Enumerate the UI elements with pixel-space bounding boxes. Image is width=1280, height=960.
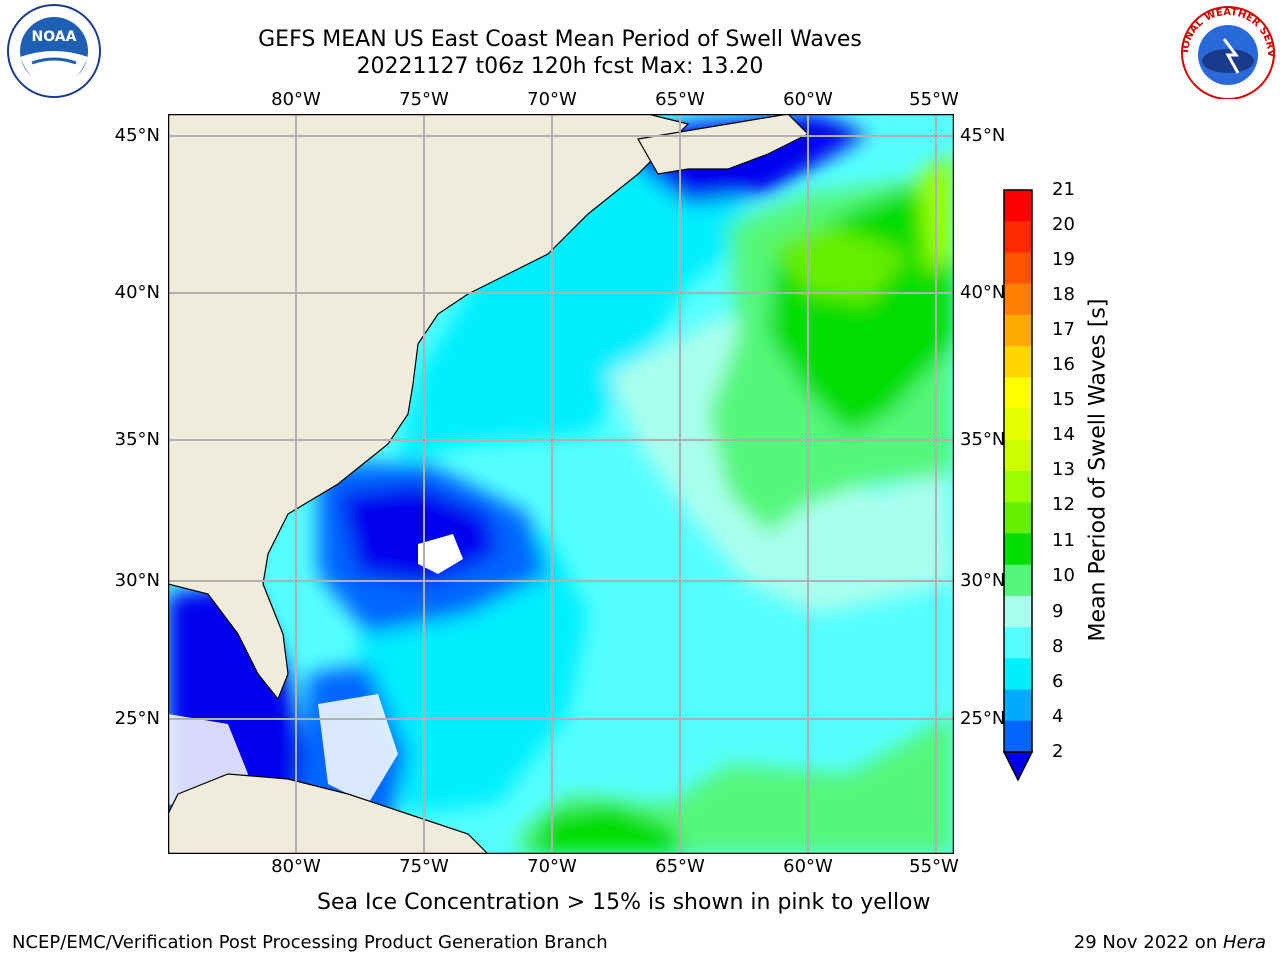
colorbar-tick-19: 19: [1052, 249, 1075, 270]
colorbar-segment: [1004, 533, 1032, 566]
land-north-america: [168, 114, 690, 701]
lat-label-left-30n: 30°N: [114, 570, 160, 591]
colorbar-label: Mean Period of Swell Waves [s]: [1085, 298, 1111, 642]
colorbar-tick-4: 4: [1052, 706, 1064, 727]
swell-zone-4to6-coastal: [398, 134, 758, 464]
sea-ice-note: Sea Ice Concentration > 15% is shown in …: [317, 890, 931, 915]
nws-logo: NATIONAL WEATHER SERVICE: [1174, 0, 1278, 100]
colorbar-segment: [1004, 377, 1032, 410]
colorbar-segment: [1004, 595, 1032, 628]
colorbar-segment: [1004, 439, 1032, 472]
lat-label-right-25n: 25°N: [960, 708, 1006, 729]
page-subtitle: 20221127 t06z 120h fcst Max: 13.20: [356, 54, 764, 79]
lon-label-top-65w: 65°W: [655, 89, 705, 110]
colorbar-tick-17: 17: [1052, 319, 1075, 340]
colorbar-tick-13: 13: [1052, 459, 1075, 480]
colorbar-segment: [1004, 346, 1032, 378]
colorbar-tick-18: 18: [1052, 284, 1075, 305]
swell-zone-11to12-northeast: [768, 224, 908, 304]
colorbar: [1002, 189, 1034, 782]
colorbar-tick-16: 16: [1052, 354, 1075, 375]
lon-label-bottom-55w: 55°W: [909, 856, 959, 877]
noaa-logo: NOAA: [6, 3, 102, 99]
colorbar-segment: [1004, 314, 1032, 347]
colorbar-segment: [1004, 627, 1032, 659]
swell-period-map: [168, 114, 954, 854]
lat-label-left-35n: 35°N: [114, 429, 160, 450]
colorbar-tick-10: 10: [1052, 565, 1075, 586]
lon-label-top-60w: 60°W: [783, 89, 833, 110]
colorbar-tick-21: 21: [1052, 179, 1075, 200]
run-date: 29 Nov 2022 on Hera: [1074, 932, 1266, 953]
land-cuba: [168, 773, 489, 854]
lon-label-bottom-60w: 60°W: [783, 856, 833, 877]
colorbar-segment: [1004, 720, 1032, 753]
colorbar-tick-2: 2: [1052, 741, 1064, 762]
lat-label-right-40n: 40°N: [960, 282, 1006, 303]
noaa-logo-text: NOAA: [32, 29, 77, 45]
lat-label-left-25n: 25°N: [114, 708, 160, 729]
lon-label-bottom-70w: 70°W: [527, 856, 577, 877]
colorbar-segment: [1004, 190, 1032, 222]
colorbar-segment: [1004, 689, 1032, 722]
lon-label-bottom-80w: 80°W: [271, 856, 321, 877]
colorbar-extend-triangle: [1002, 751, 1034, 782]
colorbar-tick-9: 9: [1052, 601, 1064, 622]
lat-label-right-45n: 45°N: [960, 125, 1006, 146]
lat-label-left-45n: 45°N: [114, 125, 160, 146]
colorbar-tick-8: 8: [1052, 636, 1064, 657]
colorbar-segment: [1004, 283, 1032, 316]
producer-credit: NCEP/EMC/Verification Post Processing Pr…: [12, 932, 608, 953]
lon-label-bottom-65w: 65°W: [655, 856, 705, 877]
lat-label-left-40n: 40°N: [114, 282, 160, 303]
colorbar-tick-15: 15: [1052, 389, 1075, 410]
lon-label-top-55w: 55°W: [909, 89, 959, 110]
map-frame: [168, 114, 954, 854]
run-date-text: 29 Nov 2022 on: [1073, 932, 1223, 953]
swell-zone-10to11-southeast: [528, 804, 688, 854]
lat-label-right-30n: 30°N: [960, 570, 1006, 591]
colorbar-segment: [1004, 221, 1032, 253]
colorbar-segment: [1004, 471, 1032, 503]
run-host: Hera: [1222, 932, 1266, 953]
colorbar-tick-6: 6: [1052, 671, 1064, 692]
lat-label-right-35n: 35°N: [960, 429, 1006, 450]
colorbar-segment: [1004, 252, 1032, 285]
lon-label-top-80w: 80°W: [271, 89, 321, 110]
graticule: [168, 114, 954, 854]
colorbar-frame: [1003, 189, 1033, 753]
masked-area-bahamas: [318, 694, 398, 804]
lon-label-top-70w: 70°W: [527, 89, 577, 110]
colorbar-segment: [1004, 408, 1032, 441]
colorbar-tick-12: 12: [1052, 494, 1075, 515]
colorbar-segment: [1004, 564, 1032, 597]
colorbar-segment: [1004, 502, 1032, 534]
colorbar-tick-20: 20: [1052, 214, 1075, 235]
colorbar-segment: [1004, 658, 1032, 691]
masked-area-offshore: [418, 534, 463, 574]
lon-label-top-75w: 75°W: [399, 89, 449, 110]
colorbar-tick-14: 14: [1052, 424, 1075, 445]
lon-label-bottom-75w: 75°W: [399, 856, 449, 877]
page-title: GEFS MEAN US East Coast Mean Period of S…: [258, 27, 862, 52]
colorbar-tick-11: 11: [1052, 530, 1075, 551]
